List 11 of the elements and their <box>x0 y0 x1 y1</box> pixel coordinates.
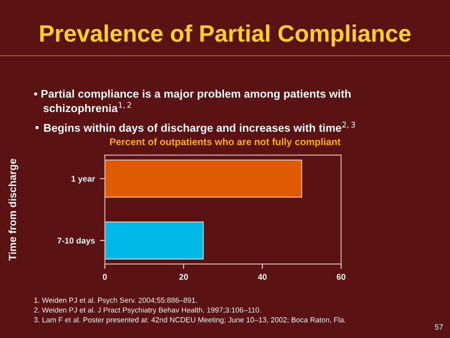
x-tick-label: 40 <box>258 274 267 280</box>
y-tick-label: 1 year <box>72 176 96 184</box>
x-tick-label: 60 <box>336 274 346 280</box>
chart-title: Prevalence of Partial Compliance <box>40 24 411 46</box>
x-tick-label: 20 <box>179 274 188 280</box>
y-tick-label: 7-10 days <box>58 237 95 246</box>
x-tick-label: 0 <box>102 274 107 280</box>
chart-subtitle: Percent of outpatients who are not fully compliant <box>110 138 340 148</box>
text: • Partial compliance is a major problem among patients with schizophrenia$^{1,2}$ <box>34 90 351 114</box>
text: • Begins within days of discharge and increases with time$^{2,3}$ <box>35 122 355 134</box>
y-axis-title: Time from discharge <box>8 158 18 261</box>
